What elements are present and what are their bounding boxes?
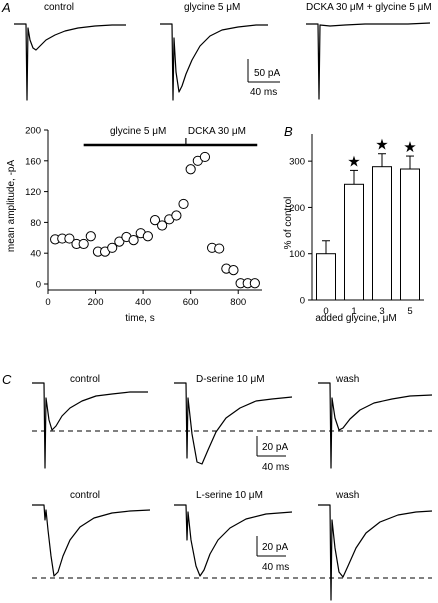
bar-category-label: 1: [351, 306, 356, 317]
trace-label-c2-control: control: [70, 490, 100, 501]
scatter-point: [142, 231, 153, 242]
scatter-y-tick-label: 80: [30, 218, 41, 229]
trace-c1-dserine: [174, 382, 293, 465]
trace-label-c1-control: control: [70, 374, 100, 385]
scatter-point: [78, 238, 89, 250]
scalebar-a-amplitude-label: 50 pA: [254, 68, 280, 79]
scatter-y-tick-label: 40: [30, 249, 41, 260]
bar-category-label: 5: [407, 306, 412, 317]
trace-label-c1-wash: wash: [335, 374, 359, 385]
scatter-y-tick-label: 0: [36, 280, 41, 291]
bar-x-axis-label: added glycine, μM: [315, 313, 396, 324]
scatter-y-tick-label: 120: [25, 187, 41, 198]
panel-letter-a: A: [1, 0, 11, 15]
scatter-x-tick-label: 200: [88, 297, 104, 308]
scatter-point: [178, 198, 189, 210]
significance-star-icon: ★: [375, 137, 388, 154]
bar-category-label: 3: [379, 306, 384, 317]
trace-label-c2-lserine: L-serine 10 μM: [196, 490, 263, 501]
trace-a-glycine: [160, 23, 268, 101]
glycine-dose-chart: B added glycine, μM % of control 0 100 200…: [283, 124, 424, 324]
panel-letter-c: C: [2, 372, 12, 387]
trace-c2-control: [32, 504, 151, 577]
scatter-x-tick-label: 600: [183, 297, 199, 308]
trace-label-dcka-glycine: DCKA 30 μM + glycine 5 μM: [306, 2, 432, 13]
scalebar-c1-time-label: 40 ms: [262, 462, 289, 473]
trace-c1-control: [32, 382, 148, 469]
scatter-point: [157, 220, 168, 231]
scatter-point: [149, 214, 161, 226]
scatter-point: [228, 265, 239, 276]
trace-c2-lserine: [174, 504, 293, 577]
scalebar-c2-amplitude-label: 20 pA: [262, 542, 288, 553]
bar: [344, 183, 364, 301]
scalebar-a-time-label: 40 ms: [250, 87, 277, 98]
bar-y-tick-label: 300: [289, 157, 305, 168]
bar-y-tick-label: 200: [289, 203, 305, 214]
scalebar-c2-time-label: 40 ms: [262, 562, 289, 573]
trace-label-c2-wash: wash: [335, 490, 359, 501]
panel-letter-b: B: [284, 124, 293, 139]
scatter-point: [185, 164, 196, 175]
scatter-point: [114, 236, 125, 247]
scatter-y-tick-label: 160: [25, 156, 41, 167]
scatter-point: [171, 210, 182, 221]
scatter-x-tick-label: 400: [135, 297, 151, 308]
scatter-point: [214, 243, 225, 254]
bar-y-tick-label: 0: [300, 296, 305, 307]
scatter-point: [64, 233, 75, 244]
trace-c2-wash: [318, 504, 433, 601]
trace-label-control: control: [44, 2, 74, 13]
trace-label-c1-dserine: D-serine 10 μM: [196, 374, 265, 385]
bar-y-axis-label: % of control: [283, 197, 294, 250]
trace-label-glycine: glycine 5 μM: [184, 2, 240, 13]
scalebar-c1-amplitude-label: 20 pA: [262, 442, 288, 453]
scatter-x-tick-label: 0: [45, 297, 50, 308]
trace-a-control: [14, 23, 126, 101]
scatter-point: [249, 278, 260, 289]
scatter-point: [107, 242, 118, 253]
bar: [372, 166, 392, 301]
scatter-point: [199, 151, 211, 163]
scatter-x-tick-label: 800: [230, 297, 246, 308]
annotation-glycine-label: glycine 5 μM: [110, 126, 166, 137]
bar-category-label: 0: [323, 306, 328, 317]
scatter-x-axis-label: time, s: [125, 313, 154, 324]
scatter-y-axis-label: mean amplitude, -pA: [6, 160, 17, 253]
annotation-dcka-label: DCKA 30 μM: [188, 126, 246, 137]
significance-star-icon: ★: [347, 153, 360, 170]
bar-y-tick-label: 100: [289, 249, 305, 260]
scatter-point: [85, 231, 96, 242]
trace-a-dcka: [306, 22, 431, 100]
scatter-y-tick-label: 200: [25, 126, 41, 137]
trace-c1-wash: [318, 382, 433, 469]
significance-star-icon: ★: [403, 139, 416, 156]
bar: [400, 168, 420, 301]
bar: [316, 253, 336, 301]
scatter-point: [128, 235, 139, 246]
amplitude-time-chart: glycine 5 μM DCKA 30 μM time, s mean amp…: [6, 126, 262, 324]
